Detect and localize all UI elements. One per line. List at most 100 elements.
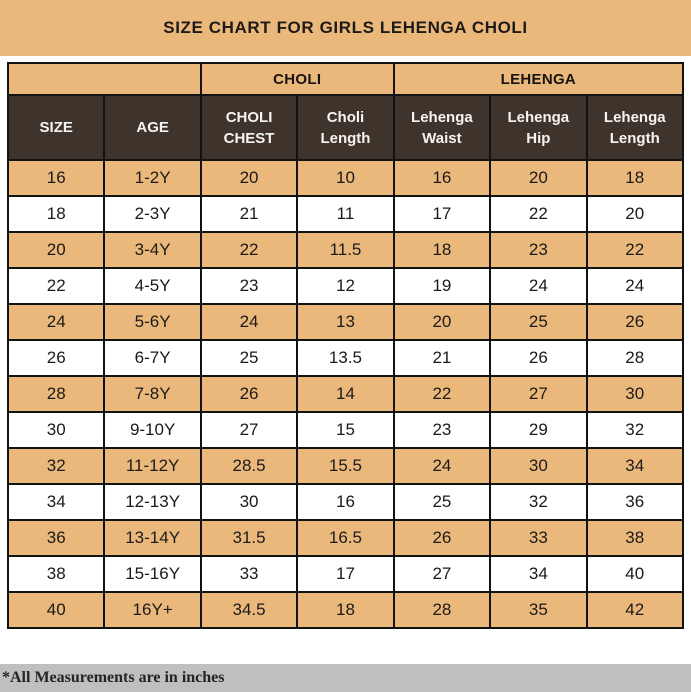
table-cell: 18 [6, 195, 106, 233]
table-cell: 10 [296, 159, 395, 197]
table-cell: 20 [585, 195, 685, 233]
table-cell: 28 [6, 375, 106, 413]
table-cell: 18 [392, 231, 492, 269]
table-cell: 27 [199, 411, 299, 449]
table-row: 28 7-8Y 26 14 22 27 30 [6, 375, 685, 413]
table-row: 32 11-12Y 28.5 15.5 24 30 34 [6, 447, 685, 485]
table-cell: 22 [585, 231, 685, 269]
table-cell: 11 [296, 195, 395, 233]
table-cell: 38 [585, 519, 685, 557]
table-cell: 34 [6, 483, 106, 521]
table-cell: 40 [6, 591, 106, 629]
table-cell: 17 [296, 555, 395, 593]
table-cell: 22 [199, 231, 299, 269]
table-cell: 24 [392, 447, 492, 485]
table-cell: 21 [199, 195, 299, 233]
size-table-body: 16 1-2Y 20 10 16 20 18 18 2-3Y 21 11 17 22 20 20 3-4Y 22… [6, 159, 685, 629]
table-cell: 24 [6, 303, 106, 341]
column-header-choli-length: Choli Length [296, 94, 395, 161]
table-row: 16 1-2Y 20 10 16 20 18 [6, 159, 685, 197]
table-cell: 15.5 [296, 447, 395, 485]
group-header-choli: CHOLI [199, 62, 395, 96]
table-cell: 16 [296, 483, 395, 521]
table-cell: 13.5 [296, 339, 395, 377]
column-header-choli-chest: CHOLI CHEST [199, 94, 299, 161]
table-cell: 23 [489, 231, 588, 269]
table-cell: 32 [6, 447, 106, 485]
table-cell: 12-13Y [103, 483, 202, 521]
table-cell: 16 [6, 159, 106, 197]
table-cell: 16Y+ [103, 591, 202, 629]
table-cell: 28 [585, 339, 685, 377]
column-header-lehenga-waist: Lehenga Waist [392, 94, 492, 161]
table-row: 40 16Y+ 34.5 18 28 35 42 [6, 591, 685, 629]
table-cell: 33 [489, 519, 588, 557]
table-cell: 21 [392, 339, 492, 377]
column-header-lehenga-length: Lehenga Length [585, 94, 685, 161]
table-cell: 24 [585, 267, 685, 305]
group-header-lehenga: LEHENGA [392, 62, 685, 96]
table-cell: 25 [199, 339, 299, 377]
table-cell: 15 [296, 411, 395, 449]
title-bar: SIZE CHART FOR GIRLS LEHENGA CHOLI [0, 0, 691, 56]
table-row: 38 15-16Y 33 17 27 34 40 [6, 555, 685, 593]
table-cell: 18 [585, 159, 685, 197]
table-cell: 32 [489, 483, 588, 521]
table-cell: 35 [489, 591, 588, 629]
table-cell: 17 [392, 195, 492, 233]
table-cell: 34 [585, 447, 685, 485]
table-cell: 11-12Y [103, 447, 202, 485]
table-row: 30 9-10Y 27 15 23 29 32 [6, 411, 685, 449]
table-cell: 30 [6, 411, 106, 449]
table-cell: 1-2Y [103, 159, 202, 197]
table-cell: 33 [199, 555, 299, 593]
column-header-size: SIZE [6, 94, 106, 161]
footer-note: *All Measurements are in inches [0, 664, 691, 692]
table-row: 22 4-5Y 23 12 19 24 24 [6, 267, 685, 305]
table-cell: 26 [392, 519, 492, 557]
table-cell: 22 [6, 267, 106, 305]
table-cell: 25 [489, 303, 588, 341]
table-cell: 20 [392, 303, 492, 341]
table-cell: 3-4Y [103, 231, 202, 269]
table-cell: 6-7Y [103, 339, 202, 377]
table-cell: 36 [6, 519, 106, 557]
table-cell: 36 [585, 483, 685, 521]
table-cell: 22 [392, 375, 492, 413]
table-cell: 27 [489, 375, 588, 413]
table-row: 20 3-4Y 22 11.5 18 23 22 [6, 231, 685, 269]
table-cell: 26 [489, 339, 588, 377]
table-cell: 13 [296, 303, 395, 341]
table-cell: 28 [392, 591, 492, 629]
table-cell: 14 [296, 375, 395, 413]
table-cell: 20 [489, 159, 588, 197]
table-cell: 26 [199, 375, 299, 413]
size-chart-table: CHOLI LEHENGA SIZE AGE CHOLI CHEST Choli… [6, 62, 685, 629]
table-cell: 34.5 [199, 591, 299, 629]
table-cell: 28.5 [199, 447, 299, 485]
table-cell: 13-14Y [103, 519, 202, 557]
page-title: SIZE CHART FOR GIRLS LEHENGA CHOLI [163, 18, 528, 37]
table-row: 36 13-14Y 31.5 16.5 26 33 38 [6, 519, 685, 557]
table-cell: 30 [489, 447, 588, 485]
table-cell: 31.5 [199, 519, 299, 557]
table-cell: 4-5Y [103, 267, 202, 305]
table-cell: 27 [392, 555, 492, 593]
table-cell: 5-6Y [103, 303, 202, 341]
column-header-row: SIZE AGE CHOLI CHEST Choli Length Leheng… [6, 94, 685, 161]
table-cell: 24 [489, 267, 588, 305]
table-cell: 42 [585, 591, 685, 629]
table-cell: 25 [392, 483, 492, 521]
table-cell: 26 [6, 339, 106, 377]
table-cell: 34 [489, 555, 588, 593]
table-cell: 29 [489, 411, 588, 449]
table-cell: 23 [199, 267, 299, 305]
table-cell: 30 [585, 375, 685, 413]
table-cell: 15-16Y [103, 555, 202, 593]
table-row: 18 2-3Y 21 11 17 22 20 [6, 195, 685, 233]
table-cell: 20 [6, 231, 106, 269]
table-row: 34 12-13Y 30 16 25 32 36 [6, 483, 685, 521]
table-cell: 7-8Y [103, 375, 202, 413]
table-cell: 32 [585, 411, 685, 449]
table-cell: 24 [199, 303, 299, 341]
